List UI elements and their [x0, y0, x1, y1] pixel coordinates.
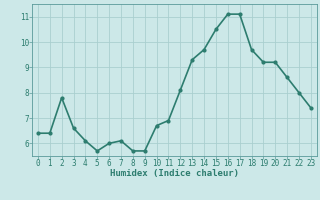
- X-axis label: Humidex (Indice chaleur): Humidex (Indice chaleur): [110, 169, 239, 178]
